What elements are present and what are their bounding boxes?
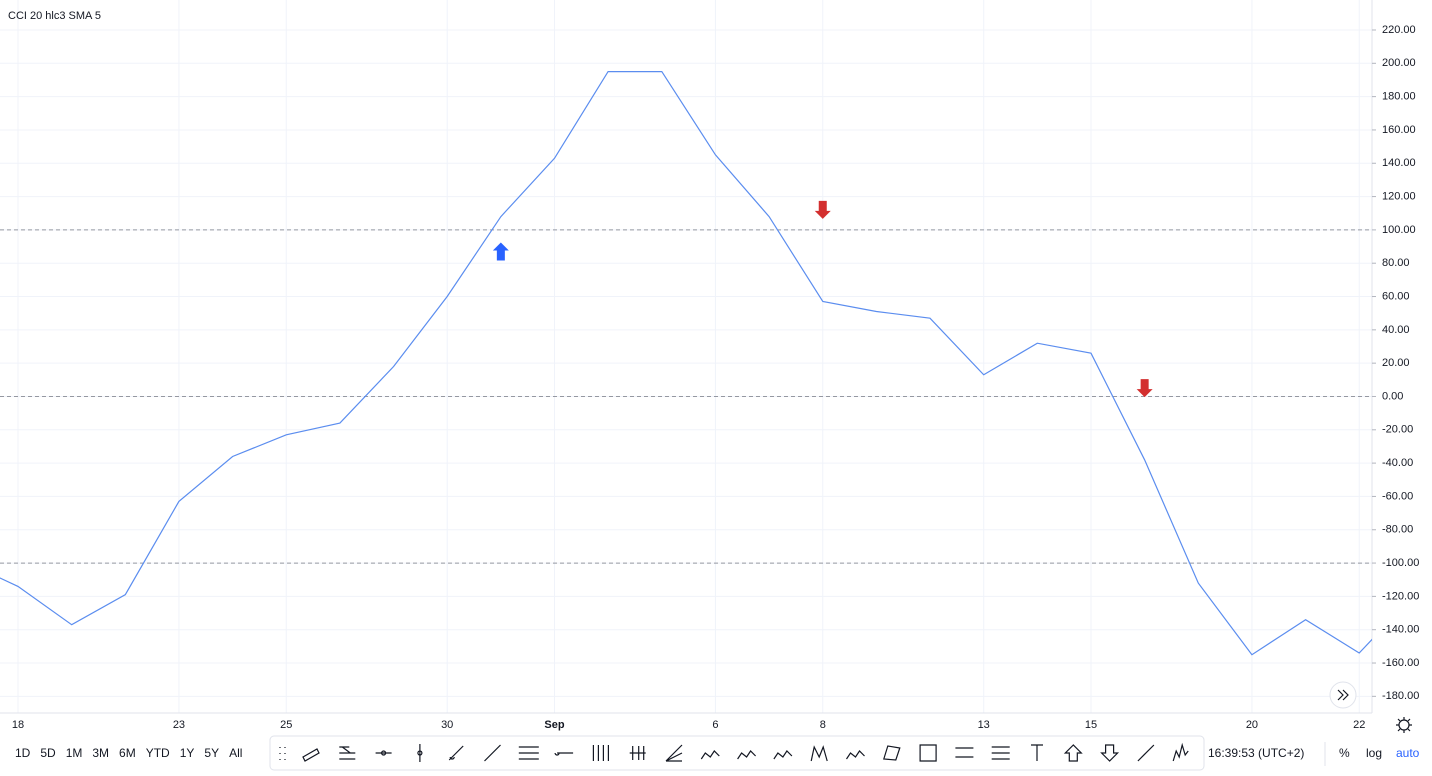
drawing-tool[interactable] (1031, 744, 1043, 761)
drawing-tool[interactable] (919, 744, 937, 762)
drawing-tool[interactable] (991, 746, 1010, 760)
range-button[interactable]: YTD (146, 746, 170, 760)
drawing-tool[interactable] (700, 750, 720, 760)
range-button[interactable]: 1Y (180, 746, 195, 760)
x-tick-label: 25 (280, 719, 292, 731)
range-button[interactable]: 3M (92, 746, 109, 760)
y-tick-label: 180.00 (1382, 91, 1416, 103)
drawing-tool[interactable] (846, 750, 865, 760)
drawing-tool[interactable] (302, 748, 320, 762)
range-button[interactable]: 5D (40, 746, 56, 760)
y-tick-label: 20.00 (1382, 357, 1410, 369)
drawing-tool[interactable] (1063, 744, 1083, 762)
drawing-toolbar (269, 735, 1205, 771)
drawing-tool[interactable] (554, 752, 574, 756)
drawing-tool[interactable] (665, 744, 683, 762)
y-tick-label: -40.00 (1382, 457, 1413, 469)
y-tick-label: -20.00 (1382, 424, 1413, 436)
x-tick-label: 23 (173, 719, 185, 731)
scale-button[interactable]: % (1339, 746, 1350, 760)
signal-arrow (1136, 379, 1153, 398)
y-tick-label: -140.00 (1382, 624, 1419, 636)
drawing-tool[interactable] (1137, 744, 1155, 762)
drawing-tool[interactable] (417, 744, 423, 762)
plot-area (0, 71, 1372, 656)
y-tick-label: -60.00 (1382, 490, 1413, 502)
x-tick-label: 18 (12, 719, 24, 731)
range-button[interactable]: 1M (66, 746, 83, 760)
clock: 16:39:53 (UTC+2) (1208, 746, 1304, 760)
drawing-tool[interactable] (1100, 744, 1120, 762)
scroll-button[interactable] (1329, 681, 1357, 709)
drawing-tool[interactable] (1172, 742, 1189, 762)
y-tick-label: 40.00 (1382, 324, 1410, 336)
y-tick-label: 60.00 (1382, 290, 1410, 302)
drawing-tool[interactable] (773, 750, 793, 760)
y-tick-label: -180.00 (1382, 690, 1419, 702)
drawing-tool[interactable] (810, 745, 828, 762)
range-button[interactable]: 6M (119, 746, 136, 760)
x-tick-label: 20 (1246, 719, 1258, 731)
y-tick-label: -80.00 (1382, 524, 1413, 536)
range-button[interactable]: All (229, 746, 242, 760)
range-button[interactable]: 5Y (204, 746, 219, 760)
drawing-tool[interactable] (518, 746, 539, 760)
y-tick-label: -160.00 (1382, 657, 1419, 669)
indicator-legend: CCI 20 hlc3 SMA 5 (8, 10, 101, 22)
settings-button[interactable] (1396, 717, 1412, 733)
drawing-tool[interactable] (448, 745, 464, 761)
y-tick-label: 120.00 (1382, 190, 1416, 202)
drawing-tool[interactable] (883, 745, 901, 761)
x-tick-label: Sep (544, 719, 564, 731)
signal-arrow (492, 242, 509, 261)
toolbar-grip (279, 747, 286, 760)
drawing-tool[interactable] (484, 744, 501, 762)
y-tick-label: 200.00 (1382, 57, 1416, 69)
cci-line (0, 71, 1372, 656)
x-tick-label: 8 (820, 719, 826, 731)
range-button[interactable]: 1D (15, 746, 31, 760)
y-tick-label: -120.00 (1382, 590, 1419, 602)
scale-button[interactable]: log (1366, 746, 1382, 760)
y-tick-label: -100.00 (1382, 557, 1419, 569)
drawing-tool[interactable] (375, 750, 392, 756)
drawing-tool[interactable] (737, 750, 757, 760)
y-tick-label: 140.00 (1382, 157, 1416, 169)
x-tick-label: 30 (441, 719, 453, 731)
drawing-tool[interactable] (955, 747, 974, 758)
drawing-tool[interactable] (592, 745, 610, 761)
x-tick-label: 13 (978, 719, 990, 731)
y-tick-label: 0.00 (1382, 390, 1403, 402)
y-tick-label: 160.00 (1382, 124, 1416, 136)
y-tick-label: 80.00 (1382, 257, 1410, 269)
x-tick-label: 15 (1085, 719, 1097, 731)
drawing-tool[interactable] (629, 746, 646, 760)
scale-button[interactable]: auto (1396, 746, 1420, 760)
y-tick-label: 100.00 (1382, 224, 1416, 236)
y-tick-label: 220.00 (1382, 24, 1416, 36)
drawing-tool[interactable] (339, 746, 356, 760)
signal-arrow (814, 200, 831, 219)
x-tick-label: 6 (712, 719, 718, 731)
x-tick-label: 22 (1353, 719, 1365, 731)
